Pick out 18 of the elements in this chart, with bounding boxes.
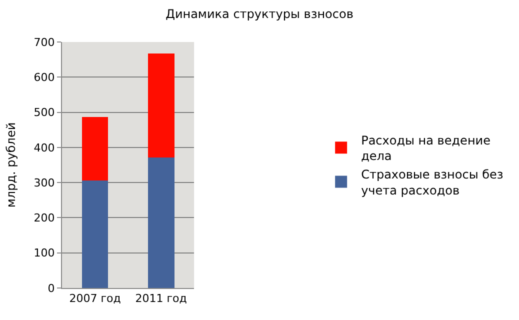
y-tick-label: 500 [34, 106, 55, 120]
text: Динамика структуры взносов [166, 7, 354, 21]
x-tick-label: 2007 год [69, 292, 122, 306]
bar [148, 158, 174, 288]
bar [82, 117, 108, 180]
bar [148, 54, 174, 158]
y-tick-label: 700 [34, 36, 55, 49]
y-tick-label: 200 [34, 212, 55, 225]
x-tick-label: 2011 год [135, 292, 188, 306]
y-axis-title: млрд. рублей [4, 122, 18, 208]
legend-label: Расходы на ведение дела [361, 133, 490, 164]
y-tick-label: 100 [34, 246, 55, 260]
y-tick-label: 600 [34, 70, 55, 84]
legend-label: Страховые взносы без учета расходов [361, 168, 504, 198]
y-tick-label: 400 [34, 141, 55, 154]
y-tick-label: 0 [48, 282, 55, 295]
y-tick-label: 300 [34, 176, 55, 190]
bar [82, 180, 108, 288]
